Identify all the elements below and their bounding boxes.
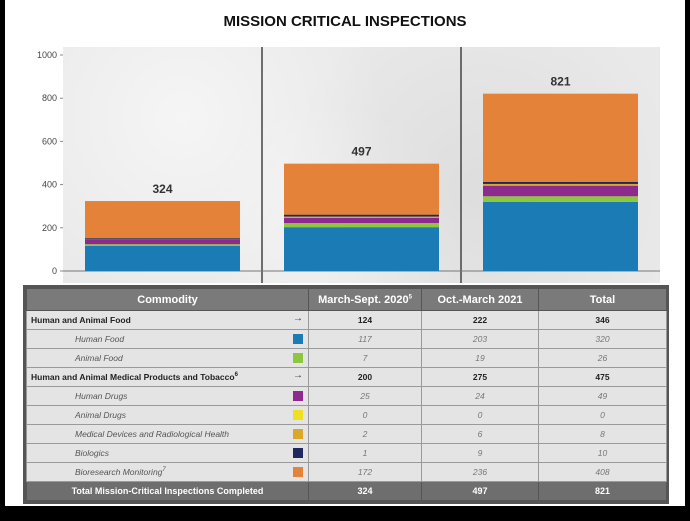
- row-label: Animal Drugs: [26, 405, 309, 425]
- table-row: Animal Drugs 0 0 0: [26, 405, 667, 425]
- legend-swatch: [293, 334, 303, 344]
- arrow-icon: →: [293, 313, 303, 324]
- bar-segment: [284, 223, 439, 228]
- header-total: Total: [538, 288, 667, 311]
- row-label: Human Drugs: [26, 386, 309, 406]
- row-value-col2: 6: [421, 424, 539, 444]
- arrow-icon: →: [293, 370, 303, 381]
- y-tick-label: 200: [42, 223, 57, 233]
- row-value-col1: 124: [308, 310, 422, 330]
- row-value-col1: 2: [308, 424, 422, 444]
- legend-swatch: [293, 448, 303, 458]
- bar-segment: [483, 183, 638, 186]
- row-value-col1: 0: [308, 405, 422, 425]
- row-value-col1: 117: [308, 329, 422, 349]
- header-march-sept-2020: March-Sept. 20205: [308, 288, 422, 311]
- y-tick-label: 0: [52, 266, 57, 276]
- data-table-wrapper: Commodity March-Sept. 20205 Oct.-March 2…: [23, 285, 669, 504]
- bar-total-label: 324: [152, 182, 172, 196]
- bar-segment: [483, 196, 638, 202]
- bar-segment: [483, 93, 638, 182]
- row-label: Human Food: [26, 329, 309, 349]
- slide: MISSION CRITICAL INSPECTIONS 0 200 400 600 8…: [5, 0, 685, 506]
- table-group-row: Human and Animal Food → 124 222 346: [26, 310, 667, 330]
- legend-swatch: [293, 353, 303, 363]
- y-tick-label: 1000: [37, 50, 57, 60]
- header-oct-march-2021: Oct.-March 2021: [421, 288, 539, 311]
- bar-total-label: 821: [550, 75, 570, 89]
- chart-title: MISSION CRITICAL INSPECTIONS: [223, 13, 467, 30]
- row-value-col3: 8: [538, 424, 667, 444]
- row-label: Bioresearch Monitoring7: [26, 462, 309, 482]
- row-value-col2: 203: [421, 329, 539, 349]
- row-value-col2: 0: [421, 405, 539, 425]
- stacked-bar-chart: 0 200 400 600 800 1000 324 497 821: [37, 47, 660, 283]
- data-table: Commodity March-Sept. 20205 Oct.-March 2…: [26, 288, 667, 501]
- row-value-col3: 475: [538, 367, 667, 387]
- row-value-col1: 25: [308, 386, 422, 406]
- row-label: Biologics: [26, 443, 309, 463]
- bar-total-label: 497: [351, 145, 371, 159]
- table-body: Human and Animal Food → 124 222 346 Human Foo…: [26, 310, 667, 482]
- row-value-col3: 346: [538, 310, 667, 330]
- row-value-col3: 26: [538, 348, 667, 368]
- bar-segment: [483, 185, 638, 197]
- y-tick-label: 800: [42, 93, 57, 103]
- table-row: Human Drugs 25 24 49: [26, 386, 667, 406]
- row-value-col2: 236: [421, 462, 539, 482]
- bar-segment: [483, 181, 638, 184]
- total-row-value-col3: 821: [538, 481, 667, 501]
- row-label: Human and Animal Food →: [26, 310, 309, 330]
- table-row: Animal Food 7 19 26: [26, 348, 667, 368]
- row-value-col2: 19: [421, 348, 539, 368]
- table-row: Human Food 117 203 320: [26, 329, 667, 349]
- bar-segment: [483, 201, 638, 271]
- bar-segment: [284, 227, 439, 271]
- y-tick-label: 600: [42, 136, 57, 146]
- bar-segment: [85, 238, 240, 245]
- row-value-col3: 49: [538, 386, 667, 406]
- table-header-row: Commodity March-Sept. 20205 Oct.-March 2…: [26, 288, 667, 311]
- bar-segment: [85, 238, 240, 239]
- legend-swatch: [293, 391, 303, 401]
- row-value-col1: 200: [308, 367, 422, 387]
- bar-segment: [284, 216, 439, 218]
- total-row-label: Total Mission-Critical Inspections Compl…: [26, 481, 309, 501]
- legend-swatch: [293, 429, 303, 439]
- row-value-col3: 0: [538, 405, 667, 425]
- bar-segment: [85, 201, 240, 239]
- total-row-value-col2: 497: [421, 481, 539, 501]
- row-value-col2: 275: [421, 367, 539, 387]
- bar-segment: [284, 214, 439, 217]
- header-commodity: Commodity: [26, 288, 309, 311]
- bar-segment: [85, 245, 240, 271]
- bar-segment: [284, 163, 439, 215]
- legend-swatch: [293, 467, 303, 477]
- table-total-row: Total Mission-Critical Inspections Compl…: [26, 481, 667, 501]
- table-row: Bioresearch Monitoring7 172 236 408: [26, 462, 667, 482]
- row-value-col3: 10: [538, 443, 667, 463]
- row-value-col2: 9: [421, 443, 539, 463]
- bar-segment: [284, 217, 439, 224]
- row-label: Animal Food: [26, 348, 309, 368]
- table-row: Biologics 1 9 10: [26, 443, 667, 463]
- y-tick-label: 400: [42, 180, 57, 190]
- row-value-col1: 1: [308, 443, 422, 463]
- chart-area: 0 200 400 600 800 1000 324 497 821: [37, 47, 660, 283]
- row-label: Medical Devices and Radiological Health: [26, 424, 309, 444]
- row-label: Human and Animal Medical Products and To…: [26, 367, 309, 387]
- row-value-col3: 408: [538, 462, 667, 482]
- table-row: Medical Devices and Radiological Health 2…: [26, 424, 667, 444]
- row-value-col1: 7: [308, 348, 422, 368]
- row-value-col2: 222: [421, 310, 539, 330]
- legend-swatch: [293, 410, 303, 420]
- row-value-col3: 320: [538, 329, 667, 349]
- row-value-col2: 24: [421, 386, 539, 406]
- table-group-row: Human and Animal Medical Products and To…: [26, 367, 667, 387]
- total-row-value-col1: 324: [308, 481, 422, 501]
- row-value-col1: 172: [308, 462, 422, 482]
- bar-segment: [85, 244, 240, 246]
